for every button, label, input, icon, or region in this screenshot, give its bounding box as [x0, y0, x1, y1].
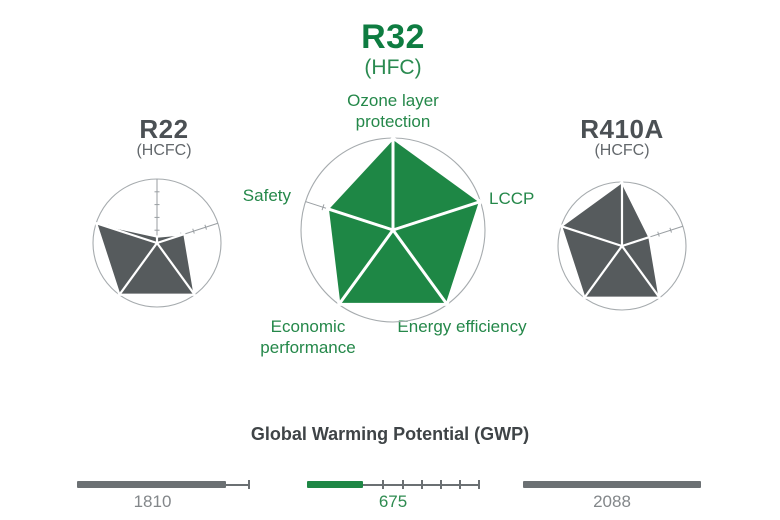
gwp-scale-tick — [420, 480, 423, 489]
polygon-divider — [560, 225, 623, 248]
gwp-bar-r410a — [523, 481, 701, 488]
polygon-divider — [621, 236, 650, 248]
polygon-divider — [326, 207, 394, 232]
polygon-divider — [392, 200, 481, 232]
gwp-scale-tick — [439, 480, 442, 489]
r410a-title: R410A — [580, 114, 664, 144]
polygon-divider — [156, 233, 185, 245]
r32-radar-chart — [300, 136, 486, 323]
r32-data-polygon — [325, 136, 482, 306]
gwp-scale-tick — [401, 480, 404, 489]
polygon-divider — [337, 229, 395, 306]
polygon-divider — [621, 245, 661, 299]
polygon-divider — [95, 222, 158, 245]
gwp-value-r410a: 2088 — [593, 492, 631, 511]
r22-title: R22 — [139, 114, 189, 144]
gwp-bar-r32 — [307, 481, 363, 488]
gwp-scale-tick — [248, 480, 250, 489]
gwp-scale-tick — [458, 480, 461, 489]
gwp-value-r32: 675 — [378, 492, 408, 511]
r410a-subtitle: (HCFC) — [594, 142, 650, 159]
polygon-divider — [583, 245, 623, 299]
axis-label-energy-efficiency: Energy efficiency — [397, 317, 527, 336]
axis-label-safety: Safety — [242, 186, 291, 205]
main-chart-title: R32 — [361, 18, 425, 56]
polygon-divider — [391, 229, 449, 306]
main-chart-subtitle: (HFC) — [364, 56, 422, 79]
r410a-radar-chart — [557, 180, 687, 311]
r22-subtitle: (HCFC) — [136, 142, 192, 159]
axis-tick — [204, 224, 207, 230]
polygon-divider — [156, 242, 196, 296]
gwp-scale-line — [226, 484, 249, 486]
gwp-value-r22: 1810 — [133, 492, 172, 511]
axis-tick — [657, 231, 660, 237]
axis-tick — [192, 228, 195, 234]
r22-radar-chart — [92, 178, 222, 308]
gwp-scale-tick — [478, 480, 480, 489]
axis-label-ozone-layer-protection: Ozone layer protection — [347, 91, 439, 131]
gwp-scale-tick — [382, 480, 385, 489]
axis-tick — [669, 227, 672, 233]
polygon-divider — [118, 242, 158, 296]
axis-label-lccp: LCCP — [489, 189, 535, 208]
gwp-section-title: Global Warming Potential (GWP) — [250, 424, 530, 444]
r410a-data-polygon — [560, 180, 661, 299]
axis-label-economic-performance: Economic performance — [260, 317, 356, 357]
axis-tick — [321, 204, 325, 211]
gwp-bar-r22 — [77, 481, 226, 488]
